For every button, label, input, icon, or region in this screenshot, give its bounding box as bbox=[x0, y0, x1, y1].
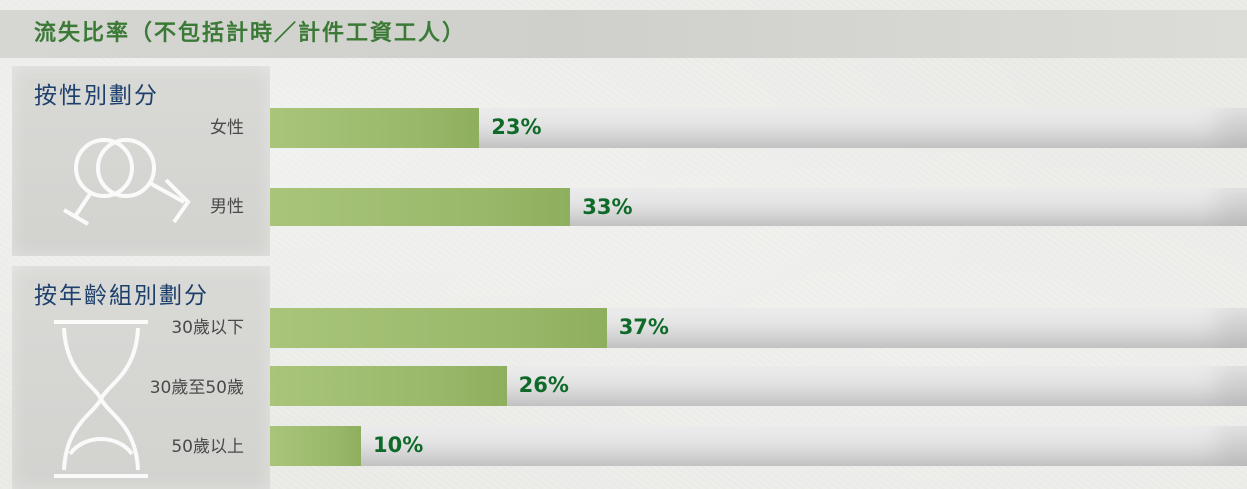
category-label: 30歲至50歲 bbox=[149, 378, 244, 398]
chart-title: 流失比率（不包括計時／計件工資工人） bbox=[34, 21, 467, 46]
bar bbox=[270, 366, 507, 406]
section-title-age: 按年齡組別劃分 bbox=[34, 283, 209, 309]
category-label: 50歲以上 bbox=[171, 437, 244, 457]
gender-panel: 按性別劃分 bbox=[12, 66, 270, 256]
bar-value-label: 26% bbox=[518, 373, 569, 397]
bar-value-label: 37% bbox=[618, 315, 669, 339]
bar-track bbox=[270, 366, 1247, 406]
age-panel: 按年齡組別劃分 bbox=[12, 266, 270, 489]
bar-track bbox=[270, 426, 1247, 466]
bar-value-label: 10% bbox=[373, 433, 424, 457]
gender-icon bbox=[62, 138, 191, 226]
bar-track bbox=[270, 308, 1247, 348]
title-bar bbox=[0, 10, 1247, 58]
category-label: 男性 bbox=[210, 197, 244, 217]
category-label: 女性 bbox=[210, 118, 244, 138]
bar-track bbox=[270, 108, 1247, 148]
bar bbox=[270, 108, 480, 148]
bar bbox=[270, 188, 571, 226]
section-title-gender: 按性別劃分 bbox=[34, 83, 159, 109]
bar bbox=[270, 426, 361, 466]
bar-value-label: 33% bbox=[582, 195, 633, 219]
category-label: 30歲以下 bbox=[171, 318, 244, 338]
bar-track bbox=[270, 188, 1247, 226]
bar-value-label: 23% bbox=[491, 115, 542, 139]
hourglass-icon bbox=[54, 320, 148, 478]
bar bbox=[270, 308, 607, 348]
